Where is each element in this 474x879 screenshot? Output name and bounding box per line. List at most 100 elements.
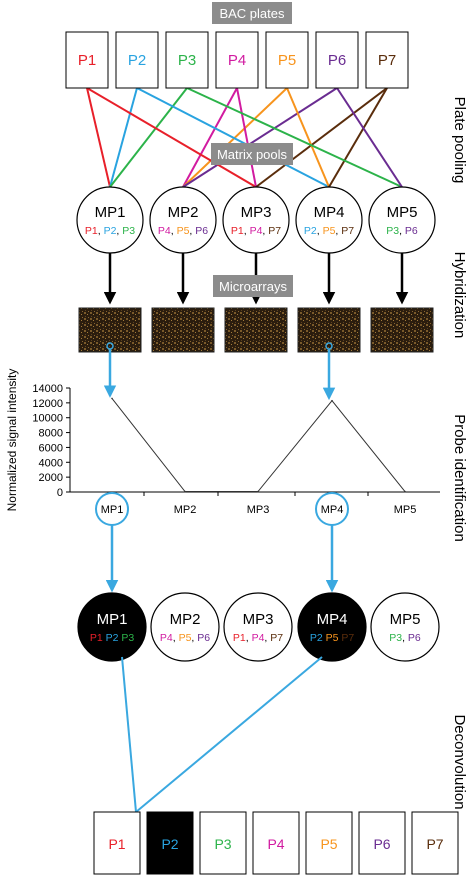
result-plate-label: P5 xyxy=(320,836,337,852)
pool-members: P1 P2 P3 xyxy=(90,632,135,644)
plate-label: P6 xyxy=(328,52,346,69)
microarrays-header: Microarrays xyxy=(213,275,293,297)
pool-line-p6-mp5 xyxy=(336,87,403,188)
microarray-mp1 xyxy=(78,307,142,353)
deconvolution: MP1 P1 P2 P3 MP2 P4, P5, P6 MP3 P1, P4, P7 MP4… xyxy=(77,592,440,813)
plate-p4: P4 xyxy=(215,31,259,89)
plate-label: P7 xyxy=(378,52,396,69)
y-tick-label: 0 xyxy=(57,487,63,499)
stage-probe-identification: Probe identification xyxy=(451,414,468,542)
pool-name: MP1 xyxy=(95,204,126,221)
pool-line-p3-mp5 xyxy=(186,87,403,188)
microarray-mp4 xyxy=(297,307,361,353)
pool-line-p7-mp4 xyxy=(328,87,388,188)
pool-mp2: MP2 P4, P5, P6 xyxy=(150,592,220,662)
plate-p7: P7 xyxy=(365,31,409,89)
y-axis-label: Normalized signal intensity xyxy=(5,369,19,512)
pool-mp4: MP4 P2, P5, P7 xyxy=(295,186,363,254)
plate-p3: P3 xyxy=(165,31,209,89)
bac-plates: P1 P2 P3 P4 P5 P6 P7 xyxy=(65,31,409,89)
pool-line-p2-mp1 xyxy=(109,87,138,188)
signal-point xyxy=(257,490,259,493)
plate-p2: P2 xyxy=(115,31,159,89)
pool-members: P3, P6 xyxy=(389,632,421,644)
pool-name: MP1 xyxy=(97,611,128,628)
stage-deconvolution: Deconvolution xyxy=(451,714,468,809)
matrix-pools-label: Matrix pools xyxy=(217,147,288,162)
result-plate-label: P2 xyxy=(161,836,178,852)
pool-mp1: MP1 P1 P2 P3 xyxy=(77,592,147,662)
result-plate-label: P3 xyxy=(214,836,231,852)
plate-pool-connections xyxy=(86,87,403,188)
result-plate-label: P4 xyxy=(267,836,284,852)
x-tick-label: MP4 xyxy=(321,504,344,516)
y-tick-label: 8000 xyxy=(39,428,63,440)
signal-line xyxy=(111,398,406,493)
pool-line-p1-mp3 xyxy=(86,87,257,188)
pool-line-p7-mp3 xyxy=(255,87,388,188)
pool-line-p3-mp1 xyxy=(109,87,188,188)
plate-label: P4 xyxy=(228,52,246,69)
result-plate-p1: P1 xyxy=(93,811,141,875)
result-plate-p2: P2 xyxy=(146,811,194,875)
plate-p6: P6 xyxy=(315,31,359,89)
pool-line-p2-mp4 xyxy=(136,87,330,188)
plate-label: P3 xyxy=(178,52,196,69)
pool-line-p1-mp1 xyxy=(86,87,111,188)
plate-label: P2 xyxy=(128,52,146,69)
y-tick-label: 14000 xyxy=(32,383,63,395)
result-plate-p6: P6 xyxy=(358,811,406,875)
signal-point xyxy=(404,490,406,493)
signal-point xyxy=(184,490,186,493)
y-tick-label: 2000 xyxy=(39,472,63,484)
signal-chart: 0 2000 4000 6000 8000 10000 12000 14000 Normaliz… xyxy=(5,342,440,593)
pool-line-p4-mp3 xyxy=(236,87,257,188)
plate-p1: P1 xyxy=(65,31,109,89)
pool-line-p5-mp4 xyxy=(286,87,330,188)
pool-name: MP4 xyxy=(317,611,348,628)
microarrays xyxy=(78,253,434,353)
pool-members: P1, P4, P7 xyxy=(231,225,281,237)
pool-mp2: MP2 P4, P5, P6 xyxy=(149,186,217,254)
pool-name: MP3 xyxy=(241,204,272,221)
microarray-mp5 xyxy=(370,307,434,353)
result-plate-p3: P3 xyxy=(199,811,247,875)
pool-name: MP5 xyxy=(387,204,418,221)
result-plate-label: P1 xyxy=(108,836,125,852)
microarray-mp3 xyxy=(224,307,288,353)
pool-mp1: MP1 P1, P2, P3 xyxy=(76,186,144,254)
stage-hybridization: Hybridization xyxy=(451,252,468,339)
pool-name: MP5 xyxy=(390,611,421,628)
bac-plates-header: BAC plates xyxy=(212,2,292,24)
pool-members: P4, P5, P6 xyxy=(158,225,208,237)
plate-p5: P5 xyxy=(265,31,309,89)
pool-mp3: MP3 P1, P4, P7 xyxy=(223,592,293,662)
pool-name: MP3 xyxy=(243,611,274,628)
bac-plates-label: BAC plates xyxy=(219,6,285,21)
pool-name: MP2 xyxy=(168,204,199,221)
pool-members: P1, P2, P3 xyxy=(85,225,135,237)
pool-line-p4-mp2 xyxy=(182,87,238,188)
microarray-mp2 xyxy=(151,307,215,353)
y-tick-label: 6000 xyxy=(39,442,63,454)
signal-point xyxy=(111,397,113,400)
pool-mp3: MP3 P1, P4, P7 xyxy=(222,186,290,254)
pool-members: P1, P4, P7 xyxy=(233,632,283,644)
result-plate-label: P6 xyxy=(373,836,390,852)
x-tick-label: MP1 xyxy=(101,504,124,516)
plate-label: P5 xyxy=(278,52,296,69)
matrix-pools-header: Matrix pools xyxy=(211,143,293,165)
pool-members: P2 P5 P7 xyxy=(310,632,355,644)
identification-line xyxy=(121,656,137,813)
x-tick-label: MP2 xyxy=(174,504,197,516)
signal-point xyxy=(331,399,333,402)
stage-plate-pooling: Plate pooling xyxy=(451,97,468,184)
pool-mp5: MP5 P3, P6 xyxy=(370,592,440,662)
y-tick-label: 4000 xyxy=(39,457,63,469)
pool-members: P2, P5, P7 xyxy=(304,225,354,237)
x-tick-label: MP3 xyxy=(247,504,270,516)
x-tick-label: MP5 xyxy=(394,504,417,516)
result-plate-label: P7 xyxy=(426,836,443,852)
